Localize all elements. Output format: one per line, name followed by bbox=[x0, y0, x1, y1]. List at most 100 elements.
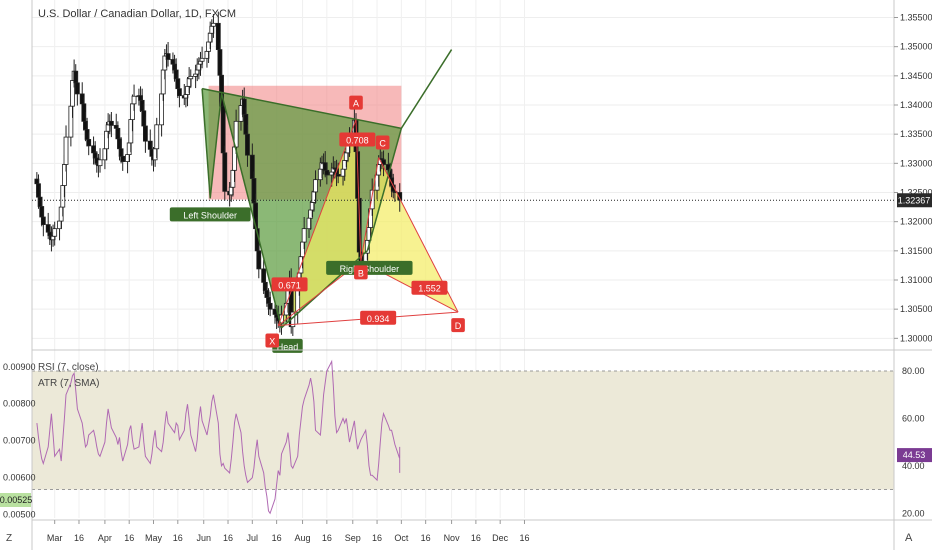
point-x-label: X bbox=[265, 333, 280, 348]
time-tick-label: May bbox=[145, 533, 163, 543]
point-c-label-text: C bbox=[379, 139, 386, 149]
candle-up bbox=[199, 57, 205, 62]
ratio-bcd-label-text: 1.552 bbox=[418, 284, 441, 294]
price-tick-label: 1.32000 bbox=[900, 217, 932, 227]
ratio-abc-label-box bbox=[339, 132, 376, 147]
candle-up bbox=[97, 159, 103, 167]
atr-tick-label: 0.00500 bbox=[3, 509, 36, 519]
candle-up bbox=[63, 136, 69, 165]
candle-up bbox=[188, 76, 194, 80]
pattern-overlays: Left Shoulder Head Right Shoulder X A B C D 0.67… bbox=[169, 49, 465, 353]
time-tick-label: Dec bbox=[492, 533, 509, 543]
price-tick-label: 1.31000 bbox=[900, 275, 932, 285]
candle-up bbox=[131, 95, 137, 105]
candle-down bbox=[120, 155, 126, 162]
candle-down bbox=[245, 133, 250, 156]
candle-down bbox=[165, 53, 171, 60]
neckline-segment bbox=[201, 88, 211, 199]
candle-down bbox=[324, 169, 330, 176]
point-c-label: C bbox=[375, 135, 390, 150]
price-tick-label: 1.31500 bbox=[900, 246, 932, 256]
head-label-text: Head bbox=[277, 342, 299, 352]
axis-settings-icon[interactable]: A bbox=[905, 532, 913, 544]
time-tick-label: Oct bbox=[394, 533, 409, 543]
point-a-label-box bbox=[349, 95, 363, 110]
rsi-series-line bbox=[36, 359, 401, 515]
rsi-indicator-label[interactable]: RSI (7, close) bbox=[38, 362, 99, 373]
candle-down bbox=[256, 250, 262, 270]
rsi-tick-label: 60.00 bbox=[902, 413, 925, 423]
candle-down bbox=[40, 216, 46, 225]
right-shoulder-label-text: Right Shoulder bbox=[340, 264, 400, 274]
candle-down bbox=[177, 88, 182, 97]
breakout-projection-line bbox=[400, 49, 453, 129]
candle-up bbox=[211, 22, 216, 27]
atr-tick-label: 0.00700 bbox=[3, 436, 36, 446]
price-axis[interactable]: 1.35500 1.35000 1.34500 1.34000 1.33500 1.330… bbox=[894, 13, 932, 344]
candle-down bbox=[335, 174, 341, 177]
price-tick-label: 1.33000 bbox=[900, 158, 932, 168]
ratio-xab-label-box bbox=[271, 277, 308, 292]
ratio-xab-label-text: 0.671 bbox=[278, 280, 301, 290]
point-d-label-box bbox=[451, 318, 465, 333]
rsi-axis[interactable]: 20.00 40.00 60.00 80.00 bbox=[902, 366, 925, 518]
left-shoulder-label-text: Left Shoulder bbox=[183, 210, 237, 220]
atr-tick-label: 0.00600 bbox=[3, 472, 36, 482]
time-tick-label: Nov bbox=[444, 533, 461, 543]
head-label-box bbox=[272, 338, 303, 353]
price-tick-label: 1.32500 bbox=[900, 188, 932, 198]
harmonic-leg bbox=[360, 157, 380, 262]
candle-up bbox=[233, 120, 239, 148]
rsi-tick-label: 40.00 bbox=[902, 461, 925, 471]
rsi-band bbox=[32, 370, 894, 490]
candles[interactable] bbox=[34, 11, 403, 336]
candle-down bbox=[74, 82, 80, 95]
candle-down bbox=[397, 192, 403, 201]
point-b-label: B bbox=[354, 265, 368, 280]
point-x-label-box bbox=[265, 333, 280, 348]
candle-down bbox=[108, 120, 114, 126]
point-a-label-text: A bbox=[353, 99, 359, 109]
time-tick-label: 16 bbox=[223, 533, 233, 543]
time-tick-label: 16 bbox=[471, 533, 481, 543]
ratio-xad-label-text: 0.934 bbox=[367, 314, 390, 324]
time-tick-label: Aug bbox=[295, 533, 311, 543]
point-b-label-box bbox=[354, 265, 368, 280]
time-tick-label: Sep bbox=[345, 533, 361, 543]
price-tick-label: 1.34500 bbox=[900, 71, 932, 81]
time-tick-label: 16 bbox=[372, 533, 382, 543]
candle-up bbox=[52, 228, 58, 237]
candle-down bbox=[142, 125, 148, 142]
atr-last-value: 0.00525 bbox=[0, 495, 32, 505]
point-c-label-box bbox=[375, 135, 390, 150]
point-d-label-text: D bbox=[455, 321, 462, 331]
price-tick-label: 1.35000 bbox=[900, 42, 932, 52]
candle-down bbox=[222, 152, 228, 192]
ratio-abc-label-text: 0.708 bbox=[346, 136, 369, 146]
time-tick-label: Mar bbox=[47, 533, 63, 543]
ratio-abc-label: 0.708 bbox=[339, 132, 376, 147]
time-tick-label: 16 bbox=[124, 533, 134, 543]
ratio-bcd-label: 1.552 bbox=[411, 280, 448, 295]
pattern-top-line bbox=[201, 87, 402, 130]
price-tick-label: 1.30000 bbox=[900, 333, 932, 343]
atr-indicator-label[interactable]: ATR (7, SMA) bbox=[38, 378, 100, 389]
time-axis[interactable]: Mar 16 Apr 16 May 16 Jun 16 Jul 16 Aug 16 Sep 16 Oct 16… bbox=[47, 520, 530, 543]
time-tick-label: 16 bbox=[421, 533, 431, 543]
time-tick-label: 16 bbox=[173, 533, 183, 543]
point-x-label-text: X bbox=[269, 337, 275, 347]
ratio-xad-label: 0.934 bbox=[360, 310, 397, 325]
ratio-xad-label-box bbox=[360, 310, 397, 325]
point-b-label-text: B bbox=[358, 268, 364, 278]
atr-tick-label: 0.00900 bbox=[3, 362, 36, 372]
atr-axis[interactable]: 0.00900 0.00800 0.00700 0.00600 0.00500 bbox=[3, 362, 36, 520]
time-tick-label: 16 bbox=[74, 533, 84, 543]
price-tick-label: 1.35500 bbox=[900, 13, 932, 23]
chart-title: U.S. Dollar / Canadian Dollar, 1D, FXCM bbox=[38, 8, 237, 20]
ratio-bcd-label-box bbox=[411, 280, 448, 295]
last-price-tag: 1.32367 bbox=[897, 193, 932, 208]
candle-down bbox=[86, 139, 92, 147]
pattern-right-line bbox=[366, 128, 403, 252]
candle-up bbox=[301, 228, 307, 243]
